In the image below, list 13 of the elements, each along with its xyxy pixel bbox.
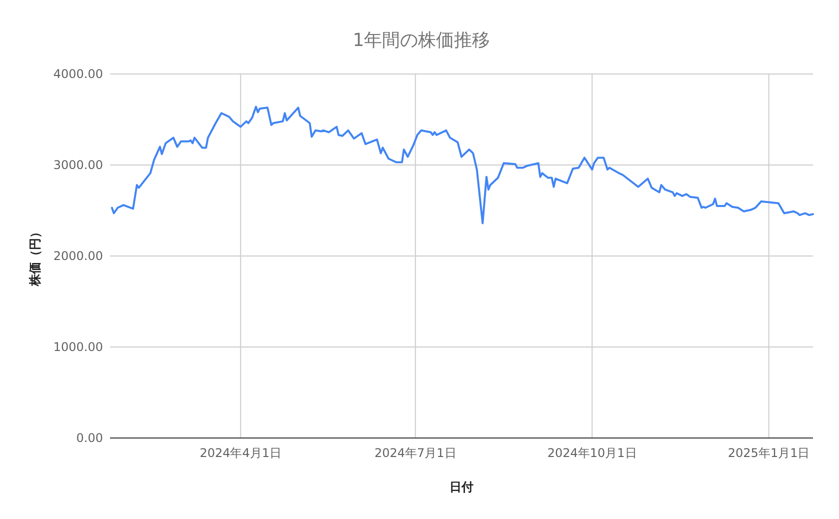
y-tick-label: 3000.00 — [53, 158, 103, 172]
chart-title: 1年間の株価推移 — [352, 30, 490, 51]
x-tick-label: 2025年1月1日 — [728, 446, 810, 460]
line-series — [110, 106, 814, 224]
x-axis-title: 日付 — [450, 480, 474, 494]
y-tick-label: 0.00 — [76, 431, 103, 445]
y-tick-label: 4000.00 — [53, 67, 103, 81]
x-tick-label: 2024年10月1日 — [547, 446, 637, 460]
y-axis-title: 株価（円） — [28, 226, 42, 287]
y-tick-label: 1000.00 — [53, 340, 103, 354]
x-tick-label: 2024年4月1日 — [200, 446, 282, 460]
y-tick-label: 2000.00 — [53, 249, 103, 263]
x-tick-label: 2024年7月1日 — [374, 446, 456, 460]
